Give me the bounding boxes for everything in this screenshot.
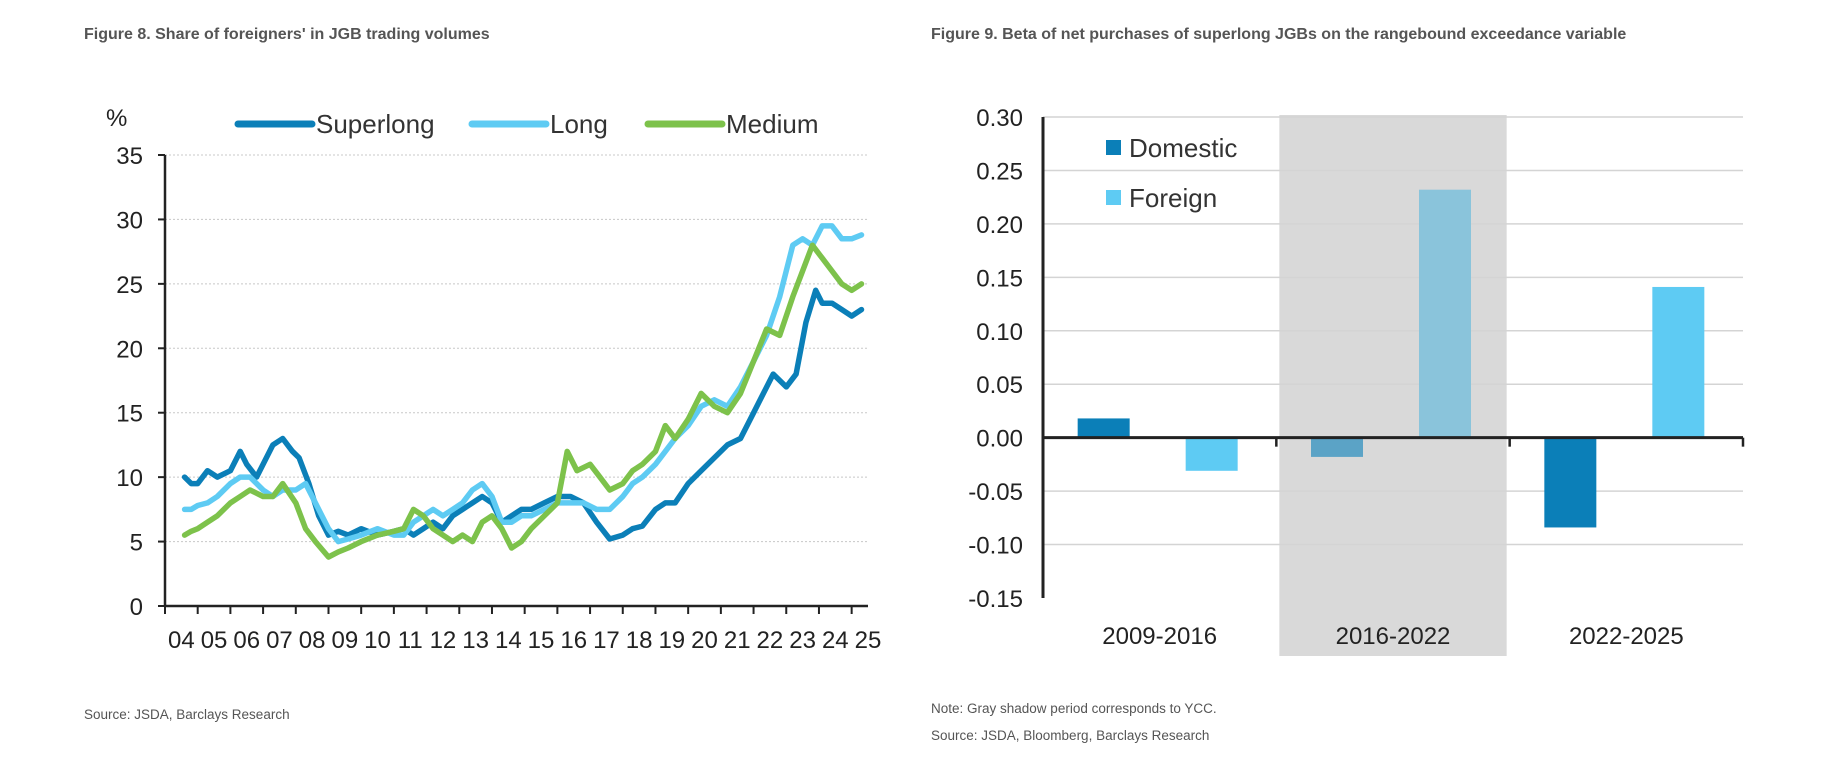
x-tick-label: 22: [757, 627, 784, 654]
x-tick-label: 07: [266, 627, 293, 654]
x-category-label: 2009-2016: [1102, 623, 1217, 650]
y-tick-label: 15: [116, 401, 143, 428]
y-axis-unit: %: [106, 105, 127, 132]
x-tick-label: 20: [691, 627, 718, 654]
series-line-superlong: [181, 287, 865, 542]
x-tick-label: 05: [201, 627, 228, 654]
figure-8-source: Source: JSDA, Barclays Research: [84, 707, 290, 722]
y-tick-label: 35: [116, 143, 143, 170]
y-tick-label: 0.25: [976, 158, 1023, 185]
x-tick-label: 15: [528, 627, 555, 654]
y-tick-label: -0.05: [968, 479, 1023, 506]
x-tick-label: 19: [658, 627, 685, 654]
bar-domestic: [1077, 418, 1130, 438]
series-line-medium: [181, 242, 865, 560]
bar-foreign: [1652, 286, 1705, 438]
y-tick-label: 5: [130, 530, 143, 557]
y-tick-label: 0.20: [976, 212, 1023, 239]
x-tick-label: 12: [430, 627, 457, 654]
y-tick-label: 0.30: [976, 105, 1023, 132]
figure-9-note: Note: Gray shadow period corresponds to …: [931, 701, 1217, 716]
x-tick-label: 14: [495, 627, 522, 654]
legend-label-long: Long: [550, 109, 608, 139]
legend-swatch-foreign: [1106, 190, 1121, 205]
x-tick-label: 10: [364, 627, 391, 654]
y-tick-label: 10: [116, 465, 143, 492]
x-tick-label: 04: [168, 627, 195, 654]
bar-foreign: [1185, 437, 1238, 471]
x-tick-label: 08: [299, 627, 326, 654]
bar-domestic: [1544, 437, 1597, 528]
legend-label-superlong: Superlong: [316, 109, 435, 139]
x-tick-label: 06: [233, 627, 260, 654]
series-line-long: [181, 223, 865, 545]
x-category-label: 2022-2025: [1569, 623, 1684, 650]
x-tick-label: 18: [626, 627, 653, 654]
y-tick-label: -0.10: [968, 533, 1023, 560]
y-tick-label: 0.05: [976, 372, 1023, 399]
figure-8-panel: Figure 8. Share of foreigners' in JGB tr…: [84, 26, 882, 722]
legend-label-domestic: Domestic: [1129, 133, 1237, 163]
x-tick-label: 25: [855, 627, 882, 654]
x-tick-label: 23: [789, 627, 816, 654]
y-tick-label: 0: [130, 594, 143, 621]
figure-8-title: Figure 8. Share of foreigners' in JGB tr…: [84, 26, 490, 43]
x-category-label: 2016-2022: [1336, 623, 1451, 650]
y-tick-label: -0.15: [968, 586, 1023, 613]
x-tick-label: 17: [593, 627, 620, 654]
y-tick-label: 0.15: [976, 265, 1023, 292]
x-tick-label: 13: [462, 627, 489, 654]
y-tick-label: 30: [116, 207, 143, 234]
figure-9-chart: -0.15 -0.10 -0.05 0.00 0.05 0.10 0.15 0.20 0.25 0…: [968, 105, 1745, 656]
legend-label-medium: Medium: [726, 109, 818, 139]
bar-foreign: [1419, 189, 1471, 438]
figure-9-source: Source: JSDA, Bloomberg, Barclays Resear…: [931, 728, 1210, 743]
y-tick-label: 0.00: [976, 426, 1023, 453]
legend-swatch-domestic: [1106, 140, 1121, 155]
y-tick-label: 0.10: [976, 319, 1023, 346]
bar-domestic: [1311, 437, 1363, 457]
figure-9-title: Figure 9. Beta of net purchases of super…: [931, 26, 1627, 43]
legend-label-foreign: Foreign: [1129, 183, 1217, 213]
x-tick-label: 24: [822, 627, 849, 654]
x-tick-label: 16: [560, 627, 587, 654]
ycc-shaded-period: [1279, 115, 1507, 656]
figure-9-panel: Figure 9. Beta of net purchases of super…: [915, 0, 1830, 772]
y-tick-label: 20: [116, 336, 143, 363]
x-tick-label: 21: [724, 627, 751, 654]
x-tick-label: 09: [331, 627, 358, 654]
x-tick-label: 11: [398, 627, 423, 654]
y-tick-label: 25: [116, 272, 143, 299]
